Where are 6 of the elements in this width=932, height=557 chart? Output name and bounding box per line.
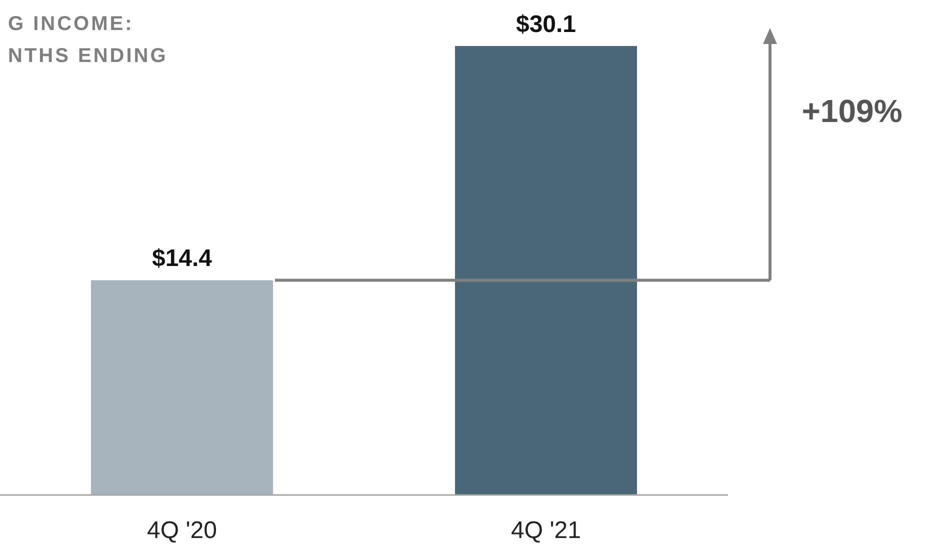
data-label: $30.1 [516,11,576,38]
x-tick-label: 4Q '20 [147,517,217,544]
text: +109% [802,93,902,129]
chart-title: G INCOME: NTHS ENDING [8,13,168,67]
data-label: $14.4 [152,245,213,272]
x-tick-label: 4Q '21 [511,517,581,544]
